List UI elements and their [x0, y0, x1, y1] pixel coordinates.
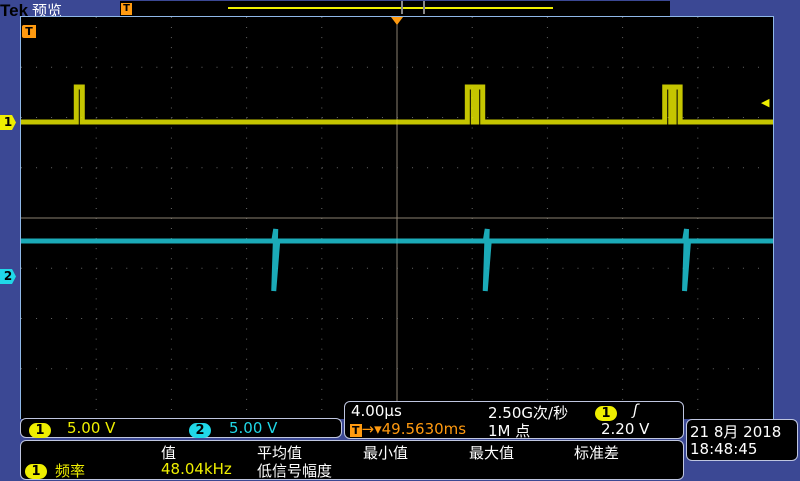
horizontal-scale[interactable]: 4.00µs: [351, 402, 402, 420]
channel-scale-panel: 1 5.00 V 2 5.00 V: [20, 418, 342, 438]
ch1-badge[interactable]: 1: [29, 423, 51, 438]
overview-trace: [228, 7, 553, 9]
ch2-badge[interactable]: 2: [189, 423, 211, 438]
ch2-ground-marker[interactable]: 2: [0, 269, 16, 284]
measurement-source-badge: 1: [25, 464, 47, 479]
header-stddev: 标准差: [574, 444, 620, 462]
record-overview[interactable]: T: [120, 1, 670, 16]
ch1-trace: [21, 84, 773, 125]
trigger-level[interactable]: 2.20 V: [601, 420, 650, 438]
trigger-point-icon: [391, 17, 403, 25]
measurement-name: 频率: [55, 462, 86, 480]
header-min: 最小值: [363, 444, 409, 462]
ch1-scale[interactable]: 5.00 V: [67, 419, 116, 437]
header-mean: 平均值: [257, 444, 303, 462]
trigger-source-badge[interactable]: 1: [595, 406, 617, 421]
measurement-panel: 值 平均值 最小值 最大值 标准差 1 频率 48.04kHz 低信号幅度: [20, 440, 684, 480]
timebase-panel: 4.00µs 2.50G次/秒 1 ʃ T →▾49.5630ms 1M 点 2.…: [344, 401, 684, 440]
trigger-position: T →▾49.5630ms: [350, 420, 467, 438]
ch2-scale[interactable]: 5.00 V: [229, 419, 278, 437]
overview-window[interactable]: [401, 1, 425, 14]
waveform-svg: [21, 17, 773, 419]
ch1-ground-marker[interactable]: 1: [0, 115, 16, 130]
measurement-status: 低信号幅度: [257, 462, 333, 480]
trigger-position-marker[interactable]: T: [22, 25, 36, 38]
rising-edge-icon: ʃ: [633, 401, 639, 419]
header-value: 值: [161, 444, 177, 462]
trigger-level-icon[interactable]: ◀: [761, 96, 770, 109]
measurement-value: 48.04kHz: [161, 460, 232, 478]
ch2-trace: [21, 228, 773, 292]
waveform-display[interactable]: [20, 16, 774, 419]
sample-rate: 2.50G次/秒: [488, 404, 569, 422]
record-length: 1M 点: [488, 422, 531, 440]
datetime-panel: 21 8月 2018 18:48:45: [686, 419, 798, 461]
brand-label: Tek 预览: [0, 1, 63, 20]
date: 21 8月 2018: [690, 423, 782, 441]
mode-label: 预览: [32, 3, 63, 20]
header-max: 最大值: [469, 444, 515, 462]
trigger-position-icon: T: [121, 3, 132, 15]
time: 18:48:45: [690, 440, 758, 458]
